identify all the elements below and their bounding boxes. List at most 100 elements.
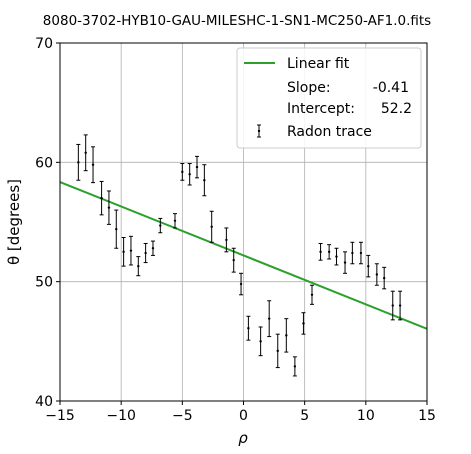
x-tick-label: 10 <box>357 408 375 424</box>
point-marker <box>129 249 133 252</box>
data-point <box>158 217 163 234</box>
point-marker <box>210 225 213 228</box>
point-marker <box>91 163 95 166</box>
data-point <box>209 210 214 243</box>
point-marker <box>232 258 235 262</box>
x-axis-label: ρ <box>238 429 248 447</box>
point-marker <box>285 334 288 337</box>
data-point <box>267 300 272 338</box>
point-marker <box>302 322 305 325</box>
point-marker <box>267 317 271 320</box>
y-tick-label: 50 <box>35 275 53 291</box>
point-marker <box>100 196 103 200</box>
legend-intercept-value: 52.2 <box>381 101 412 117</box>
data-point <box>327 244 332 260</box>
point-marker <box>375 273 379 276</box>
point-marker <box>319 250 322 254</box>
point-marker <box>382 276 386 280</box>
data-point <box>358 241 363 265</box>
point-marker <box>195 165 199 169</box>
point-marker <box>259 340 262 343</box>
data-point <box>301 312 306 335</box>
legend-slope-value: -0.41 <box>373 80 409 96</box>
legend-trace-swatch <box>257 124 261 138</box>
point-marker <box>391 304 394 307</box>
point-marker <box>77 161 80 164</box>
points-layer <box>76 134 403 377</box>
legend: Linear fit Slope: -0.41 Intercept: 52.2 … <box>236 47 422 149</box>
data-point <box>143 242 148 264</box>
x-tick-label: −10 <box>106 408 136 424</box>
data-point <box>76 143 81 181</box>
data-point <box>136 256 141 277</box>
chart-title: 8080-3702-HYB10-GAU-MILESHC-1-SN1-MC250-… <box>43 13 431 29</box>
y-tick-label: 70 <box>35 36 53 52</box>
data-point <box>292 356 297 377</box>
point-marker <box>225 238 228 242</box>
data-point <box>284 318 289 353</box>
data-point <box>187 163 192 186</box>
point-marker <box>122 250 125 254</box>
x-tick-label: 0 <box>239 408 248 424</box>
point-marker <box>276 349 279 353</box>
data-point <box>343 251 348 274</box>
data-point <box>202 164 207 197</box>
data-point <box>231 247 236 273</box>
point-marker <box>247 327 250 330</box>
data-point <box>246 315 251 341</box>
point-marker <box>137 264 140 268</box>
legend-intercept-label: Intercept: <box>287 101 355 117</box>
data-point <box>83 134 88 172</box>
data-point <box>180 163 185 181</box>
point-marker <box>398 304 402 307</box>
legend-box <box>236 47 422 149</box>
data-point <box>310 284 315 305</box>
legend-slope-label: Slope: <box>287 80 331 96</box>
data-point <box>334 247 339 266</box>
data-point <box>258 326 263 357</box>
point-marker <box>188 173 191 176</box>
point-marker <box>335 255 338 258</box>
data-point <box>224 227 229 253</box>
y-tick-label: 40 <box>35 394 53 410</box>
data-point <box>91 146 96 184</box>
point-marker <box>159 224 162 227</box>
data-point <box>398 290 403 321</box>
point-marker <box>84 151 87 154</box>
point-marker <box>359 251 363 255</box>
data-point <box>114 209 119 249</box>
point-marker <box>151 247 155 250</box>
fit-layer <box>59 181 428 330</box>
data-point <box>121 237 126 267</box>
fit-line <box>59 181 428 330</box>
data-point <box>128 235 133 266</box>
y-tick-label: 60 <box>35 155 53 171</box>
data-point <box>106 190 111 225</box>
data-point <box>390 290 395 321</box>
point-marker <box>115 227 118 231</box>
data-point <box>150 240 155 256</box>
x-tick-label: −15 <box>45 408 75 424</box>
data-point <box>172 213 177 229</box>
point-marker <box>239 282 243 286</box>
point-marker <box>173 219 177 223</box>
data-point <box>366 254 371 278</box>
data-point <box>239 272 244 296</box>
point-marker <box>351 251 354 255</box>
x-tick-label: 15 <box>418 408 436 424</box>
point-marker <box>367 264 370 268</box>
data-point <box>99 180 104 216</box>
data-point <box>318 242 323 261</box>
point-marker <box>327 250 331 254</box>
point-marker <box>107 206 111 209</box>
point-marker <box>293 365 297 368</box>
point-marker <box>144 251 147 255</box>
data-point <box>374 263 379 286</box>
point-marker <box>343 261 347 264</box>
data-point <box>275 333 280 369</box>
legend-trace-label: Radon trace <box>287 124 372 140</box>
data-point <box>350 241 355 265</box>
y-axis-label: θ [degrees] <box>5 179 23 265</box>
